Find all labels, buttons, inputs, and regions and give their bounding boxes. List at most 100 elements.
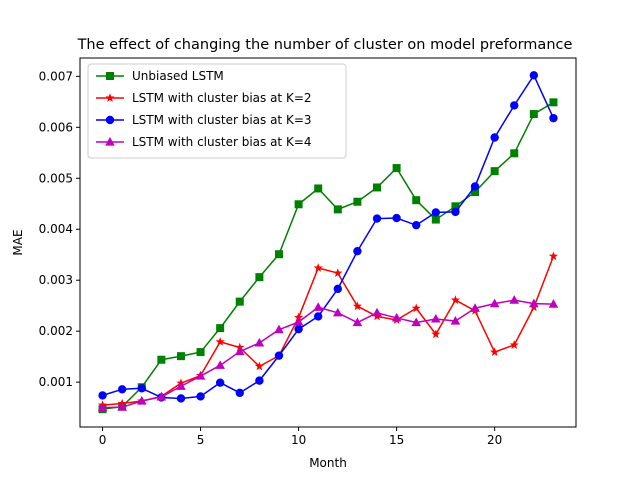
x-tick-label: 5 — [197, 433, 205, 447]
data-point — [333, 268, 343, 277]
legend-item: Unbiased LSTM — [96, 69, 224, 83]
data-point — [333, 284, 343, 294]
data-point — [353, 197, 362, 206]
data-point — [215, 378, 225, 387]
x-tick-label: 20 — [487, 433, 502, 447]
data-point — [235, 297, 244, 306]
data-point — [372, 307, 382, 317]
data-point — [294, 324, 303, 334]
data-point — [274, 351, 284, 360]
data-point — [510, 101, 519, 110]
data-point — [176, 394, 186, 403]
data-point — [274, 250, 283, 259]
data-point — [470, 303, 480, 312]
data-point — [176, 352, 185, 361]
data-point — [510, 149, 519, 158]
data-point — [548, 251, 559, 261]
data-point — [431, 208, 441, 217]
legend-marker — [105, 115, 115, 125]
legend-label: LSTM with cluster bias at K=3 — [132, 113, 312, 127]
data-point — [254, 361, 264, 371]
legend: Unbiased LSTM LSTM with cluster bias at K… — [87, 63, 347, 159]
y-tick-label: 0.003 — [39, 273, 73, 287]
data-point — [196, 348, 205, 357]
data-point — [412, 196, 421, 205]
data-point — [274, 324, 284, 334]
data-point — [97, 402, 108, 412]
data-point — [98, 391, 107, 400]
data-point — [215, 337, 225, 346]
data-point — [234, 346, 245, 356]
y-tick-label: 0.007 — [39, 69, 73, 83]
data-point — [431, 215, 440, 224]
data-point — [411, 303, 421, 313]
axes-frame — [79, 57, 577, 428]
data-point — [313, 263, 323, 272]
data-point — [471, 188, 480, 197]
data-point — [235, 388, 244, 398]
data-point — [372, 214, 382, 223]
data-point — [215, 360, 225, 369]
legend-item: LSTM with cluster bias at K=2 — [96, 91, 312, 105]
data-point — [391, 312, 402, 322]
data-point — [314, 184, 323, 193]
x-tick-label: 0 — [99, 433, 107, 447]
legend-label: LSTM with cluster bias at K=2 — [132, 91, 312, 105]
data-point — [255, 273, 264, 282]
y-tick-label: 0.004 — [39, 222, 73, 236]
data-point — [529, 298, 539, 308]
data-point — [451, 202, 460, 211]
data-point — [529, 110, 538, 119]
data-point — [195, 371, 206, 380]
legend-marker — [105, 137, 115, 146]
data-point — [216, 324, 225, 333]
x-tick-label: 10 — [291, 433, 306, 447]
data-point — [117, 385, 127, 394]
data-point — [411, 317, 422, 327]
data-point — [176, 381, 186, 390]
legend-item: LSTM with cluster bias at K=4 — [96, 135, 312, 149]
data-point — [451, 207, 460, 217]
data-point — [490, 133, 499, 142]
legend-marker — [106, 72, 114, 80]
data-point — [313, 312, 323, 321]
y-tick-label: 0.002 — [39, 324, 73, 338]
data-point — [352, 317, 363, 327]
legend-marker — [105, 93, 115, 102]
data-point — [156, 391, 167, 401]
series-4 — [97, 295, 559, 412]
data-point — [489, 298, 500, 308]
x-axis-label: Month — [309, 456, 347, 470]
data-point — [294, 200, 303, 209]
data-point — [490, 167, 499, 176]
data-point — [431, 313, 441, 323]
data-point — [470, 182, 480, 191]
axis-ticks: 0 5 10 15 20 0.001 0.002 0.003 0.004 0.005 0.006 0.… — [39, 69, 503, 447]
data-point — [255, 376, 264, 385]
data-point — [333, 205, 342, 214]
series-3 — [98, 71, 558, 403]
legend-box — [87, 63, 347, 159]
data-point — [137, 384, 146, 393]
data-point — [294, 312, 304, 322]
data-point — [490, 347, 500, 356]
x-tick-label: 15 — [389, 433, 404, 447]
series-line — [102, 255, 555, 406]
legend-label: LSTM with cluster bias at K=4 — [132, 135, 312, 149]
data-point — [450, 315, 461, 325]
data-point — [392, 213, 401, 223]
data-point — [313, 302, 323, 311]
data-point — [509, 295, 520, 304]
data-point — [549, 113, 558, 123]
data-point — [353, 246, 362, 256]
y-tick-label: 0.005 — [39, 171, 73, 185]
data-point — [392, 164, 401, 173]
data-point — [157, 355, 166, 364]
data-point — [548, 299, 559, 308]
data-point — [196, 392, 205, 401]
data-point — [509, 340, 519, 349]
data-point — [136, 396, 147, 405]
data-point — [412, 220, 421, 230]
data-point — [254, 337, 265, 347]
